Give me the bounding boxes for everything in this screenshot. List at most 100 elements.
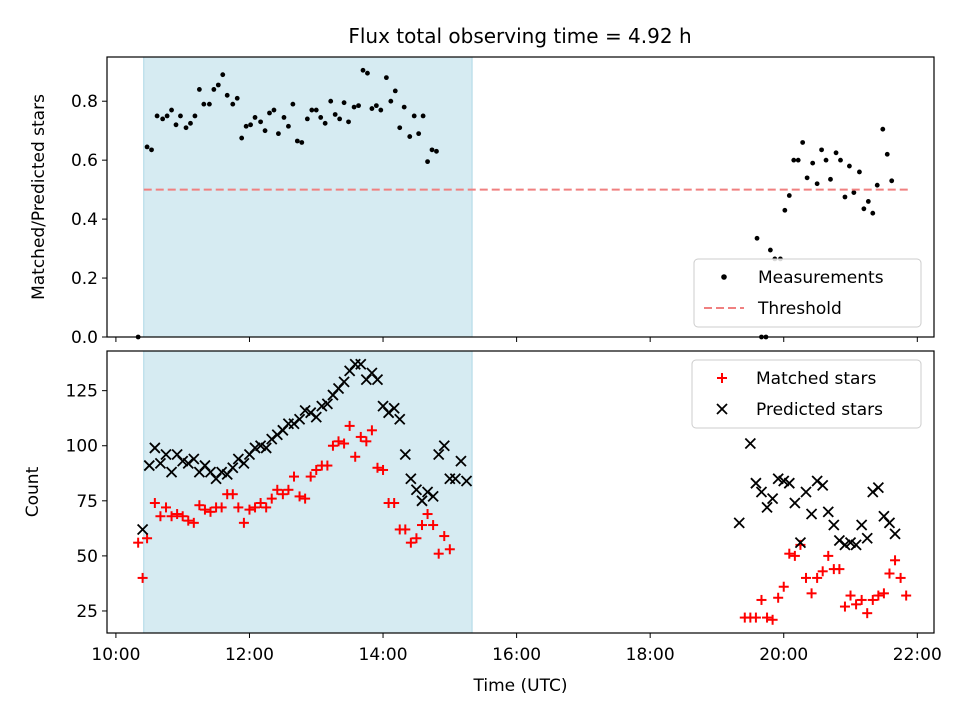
predicted-star-point <box>856 519 868 531</box>
predicted-star-point <box>154 457 167 469</box>
count-x-tick-label: 10:00 <box>91 645 140 665</box>
count-x-tick-label: 12:00 <box>225 645 274 665</box>
ratio-y-tick-label: 0.8 <box>71 92 98 112</box>
predicted-star-point <box>822 506 834 518</box>
matched-star-point <box>288 471 299 482</box>
matched-star-point <box>862 608 873 619</box>
predicted-star-point <box>733 517 745 529</box>
measurement-point <box>392 88 398 94</box>
matched-star-point <box>172 509 183 520</box>
measurement-point <box>795 157 801 163</box>
predicted-star-point <box>293 413 306 425</box>
ratio-y-axis: 0.0 0.2 0.4 0.6 0.8 <box>71 92 107 348</box>
measurement-point <box>800 140 806 145</box>
matched-star-point <box>272 484 283 495</box>
matched-star-point <box>845 590 856 601</box>
count-x-tick-label: 18:00 <box>626 645 675 665</box>
matched-star-point <box>806 588 817 599</box>
ratio-y-label: Matched/Predicted stars <box>29 94 49 300</box>
predicted-star-point <box>427 490 439 503</box>
measurement-point <box>299 140 305 145</box>
matched-star-point <box>784 548 795 559</box>
predicted-star-point <box>872 481 884 494</box>
measurement-point <box>861 206 867 212</box>
measurement-point <box>814 181 820 187</box>
count-frame <box>106 350 935 634</box>
measurement-point <box>754 235 760 241</box>
measurement-point <box>220 72 226 78</box>
measurement-point <box>239 135 245 141</box>
measurement-point <box>369 106 375 111</box>
matched-star-point <box>333 436 344 447</box>
matched-star-point <box>756 594 767 605</box>
measurement-point <box>234 95 240 101</box>
matched-star-point <box>895 572 906 583</box>
measurement-point <box>857 169 862 175</box>
predicted-star-point <box>460 475 473 487</box>
ratio-x-ticks <box>115 337 918 342</box>
predicted-star-point <box>789 497 801 509</box>
measurement-point <box>188 120 193 126</box>
measurement-point <box>828 176 833 182</box>
measurement-point <box>144 144 150 150</box>
matched-star-point <box>778 581 789 592</box>
measurement-point <box>201 101 207 107</box>
matched-star-point <box>762 612 773 623</box>
count-x-tick-label: 14:00 <box>359 645 408 665</box>
measurement-point <box>782 207 788 213</box>
matched-star-point <box>205 506 216 517</box>
predicted-star-point <box>321 398 334 410</box>
measurement-point <box>804 175 810 181</box>
predicted-star-point <box>794 537 807 549</box>
count-y-tick-label: 50 <box>76 547 98 567</box>
measurement-point <box>160 116 166 122</box>
predicted-star-point <box>260 442 272 454</box>
measurement-point <box>211 87 217 92</box>
predicted-star-point <box>755 486 768 498</box>
matched-star-point <box>216 502 227 513</box>
predicted-star-point <box>165 466 178 478</box>
matched-star-point <box>188 517 199 528</box>
measurement-point <box>207 101 212 107</box>
ratio-y-tick-label: 0.6 <box>71 151 98 171</box>
count-x-label: Time (UTC) <box>473 676 568 696</box>
measurement-point <box>337 116 343 122</box>
count-legend: Matched stars Predicted stars <box>691 359 922 429</box>
predicted-star-point <box>800 486 812 498</box>
measurements-series <box>135 67 895 340</box>
matched-star-point <box>839 601 850 612</box>
matched-star-point <box>878 588 889 599</box>
measurement-point <box>411 113 417 119</box>
measurement-point <box>360 67 366 73</box>
measurement-point <box>397 125 403 131</box>
count-x-tick-label: 20:00 <box>759 645 808 665</box>
predicted-star-point <box>438 440 450 452</box>
observing-span-bottom <box>143 350 473 634</box>
matched-star-point <box>366 425 377 436</box>
legend-marker-x <box>716 403 728 415</box>
legend-box <box>693 258 922 328</box>
matched-star-point <box>817 566 828 577</box>
measurement-point <box>154 113 160 119</box>
measurement-point <box>429 147 435 153</box>
count-y-tick-label: 25 <box>76 602 98 622</box>
measurement-point <box>328 98 334 104</box>
matched-star-point <box>416 520 427 531</box>
ratio-y-tick-label: 0.4 <box>71 210 98 230</box>
predicted-star-point <box>750 477 762 489</box>
matched-star-point <box>433 548 444 559</box>
measurement-point <box>407 134 413 139</box>
measurement-point <box>276 131 281 137</box>
measurement-point <box>252 115 258 120</box>
matched-star-point <box>277 489 288 500</box>
matched-star-point <box>255 498 266 509</box>
measurement-point <box>224 92 230 98</box>
predicted-star-point <box>310 411 322 423</box>
matched-star-point <box>355 431 366 442</box>
matched-star-point <box>773 592 784 603</box>
matched-star-point <box>378 464 389 475</box>
legend-label: Matched stars <box>756 369 876 389</box>
measurement-point <box>271 107 277 113</box>
measurement-point <box>248 122 253 128</box>
matched-star-point <box>750 612 761 623</box>
